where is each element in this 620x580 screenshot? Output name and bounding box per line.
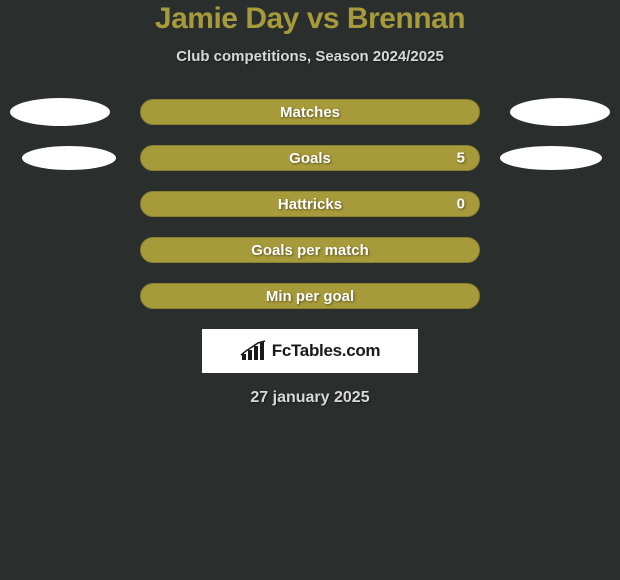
stat-label: Goals (289, 150, 331, 167)
bar-chart-icon (240, 340, 268, 362)
stat-bar: Matches (140, 99, 480, 125)
right-player-badge (500, 146, 602, 170)
stat-label: Matches (280, 104, 340, 121)
snapshot-date: 27 january 2025 (250, 389, 369, 407)
stat-bar: Goals per match (140, 237, 480, 263)
row-min-per-goal: Min per goal (0, 283, 620, 309)
left-player-badge (22, 146, 116, 170)
stat-label: Hattricks (278, 196, 342, 213)
comparison-widget: Jamie Day vs Brennan Club competitions, … (0, 0, 620, 580)
stat-value: 5 (457, 150, 465, 167)
stat-bar: Hattricks 0 (140, 191, 480, 217)
stats-rows: Matches Goals 5 Hattricks 0 Goals per ma… (0, 99, 620, 309)
stat-value: 0 (457, 196, 465, 213)
brand-name: FcTables.com (272, 341, 381, 361)
row-matches: Matches (0, 99, 620, 125)
left-player-badge (10, 98, 110, 126)
right-player-badge (510, 98, 610, 126)
page-title: Jamie Day vs Brennan (155, 2, 465, 36)
stat-label: Goals per match (251, 242, 369, 259)
stat-label: Min per goal (266, 288, 354, 305)
stat-bar: Goals 5 (140, 145, 480, 171)
stat-bar: Min per goal (140, 283, 480, 309)
brand-logo-box: FcTables.com (202, 329, 418, 373)
row-hattricks: Hattricks 0 (0, 191, 620, 217)
row-goals-per-match: Goals per match (0, 237, 620, 263)
row-goals: Goals 5 (0, 145, 620, 171)
subtitle: Club competitions, Season 2024/2025 (176, 48, 444, 65)
